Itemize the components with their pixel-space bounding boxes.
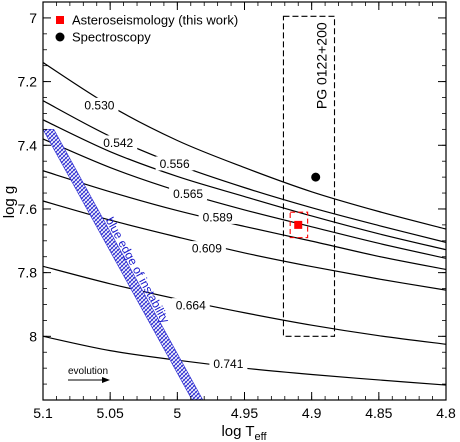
track-label-bg-0.556 xyxy=(155,156,194,171)
x-tick-label: 5.05 xyxy=(97,405,124,421)
evolution-annotation: evolution xyxy=(68,366,110,383)
y-tick-label: 7.4 xyxy=(18,137,38,153)
track-label-0.556: 0.556 xyxy=(160,157,190,171)
plot-frame xyxy=(42,1,447,401)
track-label-0.741: 0.741 xyxy=(213,357,243,371)
track-label-0.589: 0.589 xyxy=(203,210,233,224)
track-label-bg-0.530 xyxy=(80,97,119,112)
x-tick-label: 4.85 xyxy=(365,405,392,421)
track-label-0.565: 0.565 xyxy=(173,187,203,201)
track-label-0.609: 0.609 xyxy=(192,242,222,256)
instability-band-label: blue edge of instability xyxy=(103,215,173,326)
x-axis-title-subscript: eff xyxy=(255,431,268,442)
track-label-bg-0.741 xyxy=(209,356,248,371)
x-tick-label: 5.1 xyxy=(33,405,53,421)
y-tick-label: 8 xyxy=(29,328,37,344)
instability-band-area xyxy=(43,129,204,400)
track-curve-0.556 xyxy=(43,119,446,251)
legend-label-asteroseismology: Asteroseismology (this work) xyxy=(72,13,238,28)
track-label-bg-0.609 xyxy=(187,241,226,256)
track-label-bg-0.542 xyxy=(99,135,138,150)
x-axis-title-main: log T xyxy=(221,423,254,440)
track-label-0.664: 0.664 xyxy=(176,299,206,313)
legend-marker-spectroscopy xyxy=(55,32,65,42)
x-tick-label: 4.95 xyxy=(231,405,258,421)
x-axis-title: log Teff xyxy=(221,423,267,442)
y-tick-label: 7 xyxy=(29,10,37,26)
track-curve-0.609 xyxy=(43,200,446,291)
evolution-label: evolution xyxy=(68,366,108,377)
y-tick-label: 7.8 xyxy=(18,265,38,281)
track-curve-0.664 xyxy=(43,265,446,345)
asteroseismology-uncertainty-box xyxy=(289,211,309,239)
x-tick-label: 5 xyxy=(173,405,181,421)
track-curve-0.589 xyxy=(43,170,446,271)
track-label-bg-0.664 xyxy=(171,298,210,313)
track-label-bg-0.589 xyxy=(198,209,237,224)
track-curve-0.565 xyxy=(43,138,446,259)
spectroscopy-point xyxy=(311,172,321,182)
y-axis-title: log g xyxy=(1,186,18,219)
y-tick-label: 7.6 xyxy=(18,201,38,217)
asteroseismology-point xyxy=(294,220,303,229)
data-markers: PG 0122+200 xyxy=(282,15,336,337)
x-tick-label: 4.8 xyxy=(436,405,456,421)
evolution-arrow-head-icon xyxy=(102,377,110,383)
x-tick-label: 4.9 xyxy=(302,405,322,421)
axis-ticks: 5.1 5.05 5 4.95 4.9 4.85 4.8 7 7.2 7.4 7.6 7.8 8 xyxy=(18,2,456,421)
track-label-0.542: 0.542 xyxy=(103,136,133,150)
track-label-0.530: 0.530 xyxy=(84,98,114,112)
legend: Asteroseismology (this work) Spectroscopy xyxy=(55,13,238,45)
track-label-bg-0.565 xyxy=(169,186,208,201)
legend-marker-asteroseismology xyxy=(56,16,64,24)
legend-label-spectroscopy: Spectroscopy xyxy=(72,30,151,45)
range-box-label: PG 0122+200 xyxy=(314,22,330,109)
y-tick-label: 7.2 xyxy=(18,74,38,90)
range-box xyxy=(282,15,336,337)
